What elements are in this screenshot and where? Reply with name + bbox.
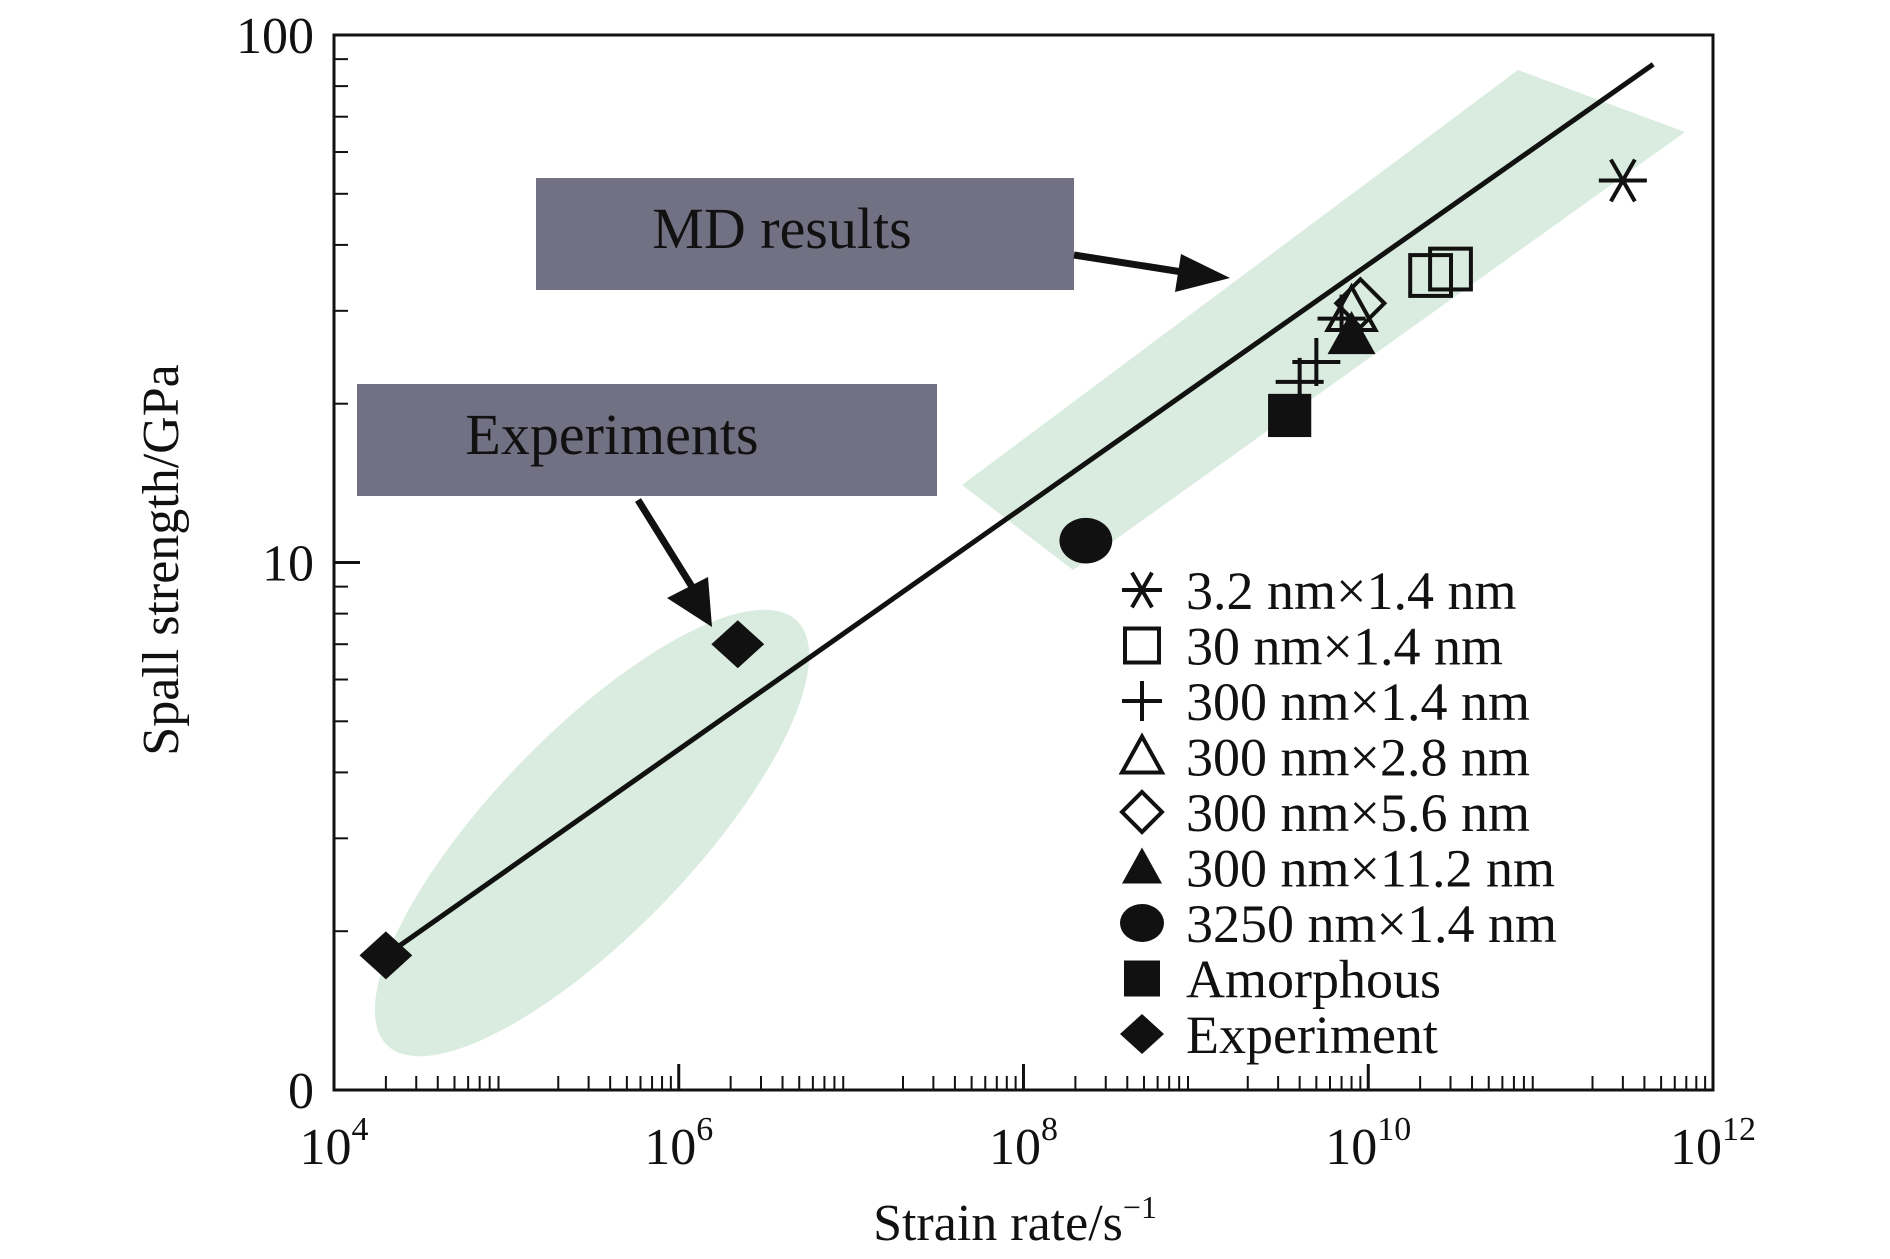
filled-triangle-marker — [1122, 847, 1162, 884]
md-results-callout-label: MD results — [652, 196, 911, 261]
filled-diamond-marker — [1120, 1014, 1164, 1054]
plus-marker — [1122, 681, 1162, 721]
filled-triangle-marker — [1327, 310, 1376, 355]
filled-diamond-marker — [359, 931, 413, 980]
fit-line — [384, 62, 1655, 958]
md-results-arrowhead-icon — [1175, 254, 1230, 292]
md-results-arrow — [1073, 251, 1196, 278]
filled-square-marker — [1268, 393, 1312, 438]
x-tick-label: 106 — [644, 1111, 713, 1176]
legend-label: 3250 nm×1.4 nm — [1186, 894, 1557, 954]
callouts: MD results Experiments — [357, 178, 1230, 627]
legend-label: 300 nm×1.4 nm — [1186, 672, 1530, 732]
open-square-marker — [1428, 246, 1473, 292]
fit-line-group — [384, 62, 1655, 958]
open-triangle-marker — [1118, 732, 1166, 775]
circle-shape — [1120, 904, 1164, 942]
circle-shape — [1059, 517, 1113, 564]
plus-marker — [1292, 337, 1341, 386]
x-tick-label: 108 — [989, 1111, 1058, 1176]
diamond-shape — [1119, 789, 1165, 835]
y-tick-label: 10 — [262, 536, 314, 593]
asterisk-stroke — [1609, 158, 1637, 203]
filled-square-marker — [1124, 960, 1160, 997]
experiments-callout-label: Experiments — [465, 402, 758, 467]
asterisk-marker — [1122, 571, 1162, 609]
y-tick-label: 0 — [288, 1063, 314, 1120]
triangle-shape — [1327, 310, 1376, 355]
filled-circle-marker — [1120, 904, 1164, 942]
legend-label: 300 nm×2.8 nm — [1186, 728, 1530, 788]
legend-label: 30 nm×1.4 nm — [1186, 617, 1503, 677]
x-tick-label: 104 — [300, 1111, 369, 1176]
x-axis-label: Strain rate/s−1 — [873, 1189, 1157, 1252]
diamond-shape — [359, 931, 413, 980]
experiments-band — [374, 609, 810, 1057]
open-square-marker — [1123, 626, 1161, 665]
triangle-shape — [1118, 732, 1166, 775]
square-shape — [1124, 960, 1160, 997]
diamond-shape — [1120, 1014, 1164, 1054]
open-diamond-marker — [1119, 789, 1165, 835]
experiments-callout-box — [357, 384, 937, 496]
filled-diamond-marker — [711, 620, 765, 669]
diamond-shape — [711, 620, 765, 669]
x-tick-label: 1012 — [1670, 1111, 1756, 1176]
y-axis-ticks: 0 10 100 — [236, 8, 360, 1120]
x-axis-ticks: 104 106 108 1010 1012 — [300, 1064, 1756, 1176]
triangle-shape — [1122, 847, 1162, 884]
data-points — [359, 158, 1647, 980]
legend-label: Experiment — [1186, 1005, 1438, 1065]
legend-label: 300 nm×11.2 nm — [1186, 839, 1555, 899]
experiments-arrow — [635, 498, 697, 592]
legend-label: 3.2 nm×1.4 nm — [1186, 561, 1516, 621]
y-tick-label: 100 — [236, 8, 314, 65]
x-tick-label: 1010 — [1325, 1111, 1411, 1176]
square-shape — [1428, 246, 1473, 292]
square-shape — [1123, 626, 1161, 665]
filled-circle-marker — [1059, 517, 1113, 564]
legend-label: Amorphous — [1186, 950, 1441, 1010]
asterisk-stroke — [1130, 571, 1154, 609]
legend-label: 300 nm×5.6 nm — [1186, 783, 1530, 843]
y-axis-label: Spall strength/GPa — [133, 364, 190, 755]
axis-labels: Strain rate/s−1 Spall strength/GPa — [133, 364, 1157, 1252]
md-results-callout-box — [536, 178, 1074, 290]
square-shape — [1268, 393, 1312, 438]
experiments-arrowhead-icon — [667, 577, 712, 627]
asterisk-marker — [1598, 158, 1647, 203]
